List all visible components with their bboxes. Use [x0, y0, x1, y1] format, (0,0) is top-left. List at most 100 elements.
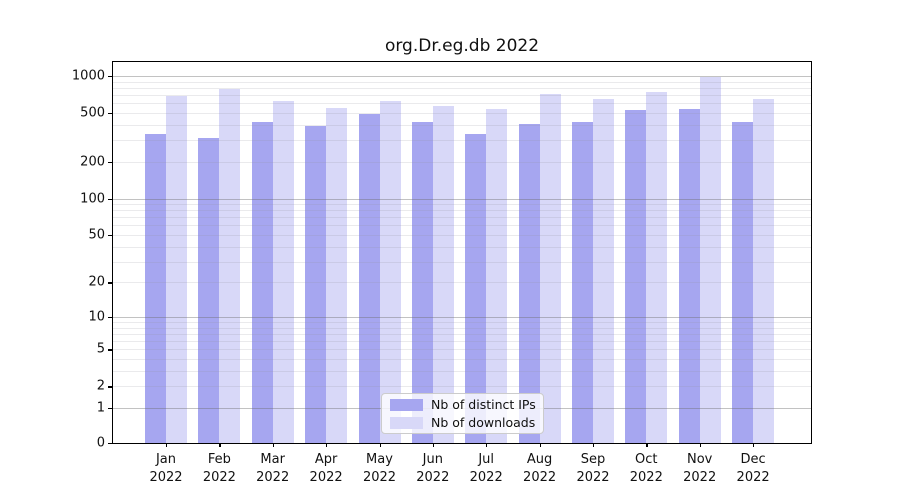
gridline-major-10 [113, 316, 811, 318]
gridline-major-100 [113, 198, 811, 200]
x-tick-label-jan: Jan 2022 [136, 451, 196, 486]
x-tick-label-month: Dec [740, 452, 766, 467]
y-tick-mark-1000 [108, 75, 112, 78]
y-tick-label-10: 10 [88, 309, 105, 325]
gridline-minor-900 [113, 81, 811, 83]
x-tick-mark-mar [272, 443, 274, 447]
y-tick-label-0: 0 [96, 435, 105, 451]
legend-item-downloads: Nb of downloads [390, 415, 535, 430]
y-tick-mark-50 [108, 235, 112, 237]
x-tick-label-year: 2022 [576, 469, 610, 485]
gridline-minor-2 [113, 386, 811, 388]
y-tick-mark-0 [108, 443, 112, 445]
gridline-minor-3 [113, 370, 811, 372]
bar-ips-oct [625, 109, 647, 443]
bar-ips-mar [251, 121, 273, 443]
gridline-minor-70 [113, 217, 811, 219]
bar-downloads-mar [272, 100, 294, 443]
x-tick-label-month: Nov [687, 452, 713, 467]
x-tick-label-year: 2022 [523, 469, 557, 485]
x-tick-mark-may [379, 443, 381, 447]
legend-item-distinct-ips: Nb of distinct IPs [390, 397, 536, 412]
gridline-minor-9 [113, 322, 811, 323]
y-tick-label-1000: 1000 [71, 68, 105, 84]
bar-ips-jan [145, 133, 166, 443]
x-tick-label-year: 2022 [416, 469, 450, 485]
x-tick-label-oct: Oct 2022 [616, 451, 676, 486]
y-tick-mark-1 [108, 408, 112, 410]
bar-downloads-oct [646, 92, 668, 443]
y-tick-label-200: 200 [80, 154, 105, 170]
x-tick-label-year: 2022 [362, 469, 397, 485]
x-tick-label-nov: Nov 2022 [670, 451, 730, 486]
x-tick-label-apr: Apr 2022 [296, 451, 356, 486]
x-tick-label-month: Jul [478, 452, 495, 467]
gridline-minor-5 [113, 349, 811, 351]
x-tick-label-month: May [366, 452, 393, 467]
y-tick-label-500: 500 [80, 105, 105, 121]
gridline-major-1000 [113, 75, 811, 77]
gridline-minor-800 [113, 87, 811, 89]
y-tick-mark-2 [108, 386, 112, 388]
y-tick-mark-5 [108, 349, 112, 351]
x-tick-mark-aug [539, 443, 541, 447]
bar-downloads-aug [539, 94, 561, 443]
bar-ips-sep [572, 121, 593, 443]
gridline-minor-40 [113, 246, 811, 248]
x-tick-label-aug: Aug 2022 [510, 451, 570, 486]
x-tick-label-year: 2022 [202, 469, 236, 485]
x-tick-label-month: Aug [526, 452, 553, 467]
x-tick-label-month: Oct [635, 452, 658, 467]
gridline-minor-80 [113, 210, 811, 212]
bar-downloads-feb [219, 89, 241, 443]
x-tick-mark-feb [219, 443, 221, 447]
x-tick-label-feb: Feb 2022 [189, 451, 249, 486]
bar-ips-nov [678, 109, 700, 443]
y-tick-mark-200 [108, 161, 112, 163]
x-tick-label-year: 2022 [469, 469, 503, 485]
x-tick-mark-jul [486, 443, 488, 447]
bar-downloads-apr [326, 107, 348, 443]
legend-label-downloads: Nb of downloads [431, 415, 536, 430]
y-tick-label-100: 100 [80, 191, 105, 206]
x-tick-label-month: Jan [155, 452, 177, 467]
bar-downloads-may [379, 101, 401, 443]
gridline-minor-500 [113, 112, 811, 114]
bar-ips-aug [518, 123, 540, 443]
x-tick-label-month: Sep [580, 452, 606, 467]
x-tick-mark-sep [593, 443, 595, 447]
x-tick-label-month: Apr [314, 452, 338, 467]
x-tick-label-year: 2022 [256, 469, 290, 485]
x-tick-label-may: May 2022 [350, 451, 410, 486]
gridline-minor-6 [113, 341, 811, 343]
gridline-minor-400 [113, 124, 811, 126]
legend: Nb of distinct IPs Nb of downloads [381, 393, 544, 434]
gridline-minor-30 [113, 261, 811, 263]
y-tick-mark-100 [108, 198, 112, 200]
gridline-minor-20 [113, 282, 811, 284]
x-tick-label-jul: Jul 2022 [456, 451, 516, 486]
gridline-minor-50 [113, 235, 811, 236]
bar-downloads-jan [166, 95, 187, 443]
bar-ips-jun [411, 121, 433, 443]
legend-label-distinct-ips: Nb of distinct IPs [431, 397, 536, 412]
x-tick-label-mar: Mar 2022 [243, 451, 303, 486]
bar-downloads-jul [486, 109, 508, 443]
x-tick-label-month: Mar [260, 452, 285, 467]
gridline-minor-90 [113, 204, 811, 205]
bar-ips-dec [732, 122, 754, 443]
y-tick-mark-500 [108, 112, 112, 115]
x-tick-mark-dec [753, 443, 755, 447]
x-tick-mark-jan [166, 443, 168, 447]
x-tick-mark-jun [432, 443, 435, 447]
legend-swatch-downloads [390, 416, 423, 429]
bar-downloads-nov [699, 77, 721, 443]
gridline-minor-60 [113, 225, 811, 227]
bar-downloads-jun [432, 105, 454, 443]
gridline-minor-8 [113, 327, 811, 329]
y-tick-label-2: 2 [96, 378, 105, 394]
y-tick-mark-10 [108, 316, 112, 319]
bar-ips-may [358, 114, 380, 443]
x-tick-label-year: 2022 [149, 469, 183, 485]
